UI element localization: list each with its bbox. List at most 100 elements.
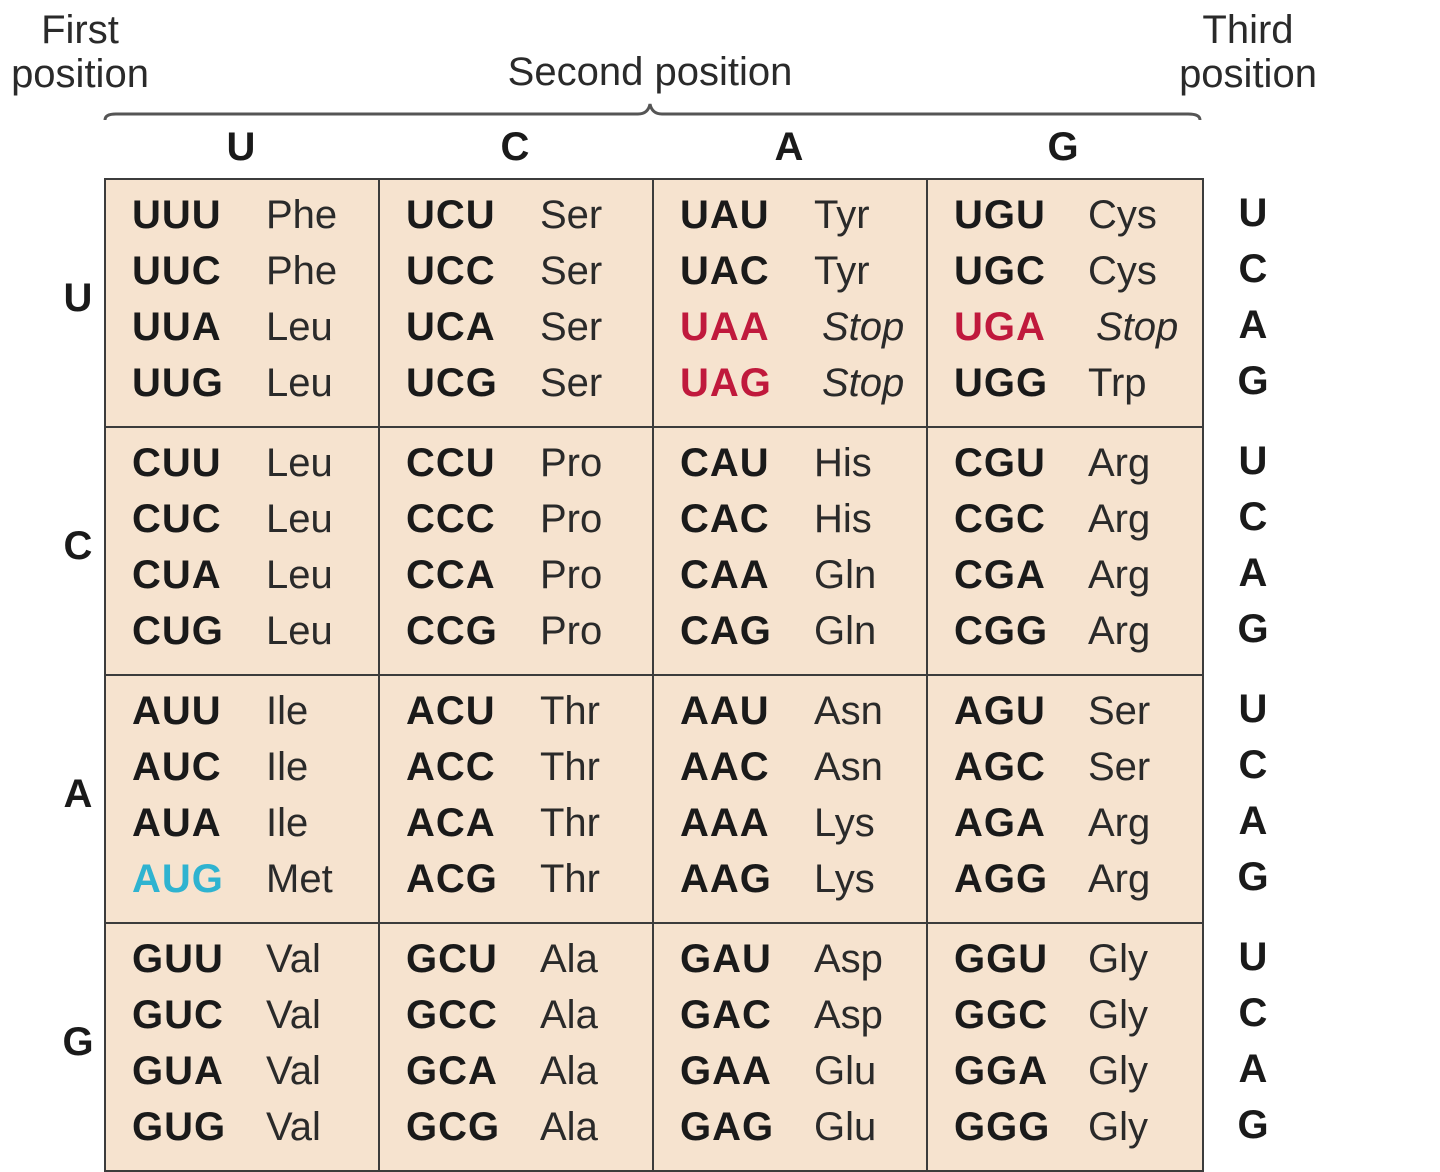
codon: GAG [680, 1105, 775, 1149]
codon-block-ug: UGU Cys UGC Cys UGA Stop UGG Trp [928, 180, 1202, 428]
amino-acid: Gln [814, 553, 877, 597]
amino-acid: Gly [1088, 1049, 1148, 1093]
codon: CUU [132, 441, 222, 485]
codon-table: UUU Phe UUC Phe UUA Leu UUG Leu UCU Ser UCC Ser UCA S… [104, 178, 1204, 1172]
amino-acid: Val [266, 937, 321, 981]
grid-horizontal-line [106, 922, 1202, 924]
codon: ACU [406, 689, 496, 733]
codon: ACG [406, 857, 498, 901]
amino-acid: Leu [266, 305, 333, 349]
amino-acid: Thr [540, 857, 600, 901]
amino-acid: Asn [814, 689, 883, 733]
amino-acid: Pro [540, 441, 603, 485]
grid-horizontal-line [106, 426, 1202, 428]
amino-acid: His [814, 497, 872, 541]
codon: GCA [406, 1049, 498, 1093]
amino-acid: Ser [1088, 745, 1151, 789]
codon: CCC [406, 497, 496, 541]
codon: UAA [680, 305, 770, 349]
amino-acid: Thr [540, 801, 600, 845]
third-base-a: A [1238, 303, 1268, 347]
amino-acid: Thr [540, 689, 600, 733]
codon: GUU [132, 937, 224, 981]
amino-acid: Gly [1088, 937, 1148, 981]
amino-acid: Gly [1088, 1105, 1148, 1149]
codon-block-aa: AAU Asn AAC Asn AAA Lys AAG Lys [654, 676, 928, 924]
codon-block-ga: GAU Asp GAC Asp GAA Glu GAG Glu [654, 924, 928, 1172]
amino-acid: Lys [814, 857, 875, 901]
third-base-c: C [1238, 743, 1268, 787]
amino-acid: Ser [540, 249, 603, 293]
codon-block-gu: GUU Val GUC Val GUA Val GUG Val [106, 924, 380, 1172]
codon: UAG [680, 361, 772, 405]
amino-acid: Leu [266, 361, 333, 405]
codon-block-ua: UAU Tyr UAC Tyr UAA Stop UAG Stop [654, 180, 928, 428]
grid-horizontal-line [106, 674, 1202, 676]
codon: CUA [132, 553, 222, 597]
first-position-line2: position [11, 52, 149, 96]
second-base-a: A [774, 125, 804, 169]
codon: GGG [954, 1105, 1051, 1149]
codon: UUU [132, 193, 222, 237]
third-base-g: G [1237, 1103, 1269, 1147]
codon: UAU [680, 193, 770, 237]
third-base-g: G [1237, 359, 1269, 403]
codon: CAU [680, 441, 770, 485]
amino-acid: Phe [266, 193, 338, 237]
third-base-c: C [1238, 991, 1268, 1035]
amino-acid: Tyr [814, 249, 870, 293]
amino-acid: Ala [540, 1105, 598, 1149]
codon-block-gc: GCU Ala GCC Ala GCA Ala GCG Ala [380, 924, 654, 1172]
amino-acid: Tyr [814, 193, 870, 237]
codon: AAG [680, 857, 772, 901]
codon: UCU [406, 193, 496, 237]
codon-block-cc: CCU Pro CCC Pro CCA Pro CCG Pro [380, 428, 654, 676]
third-position-line1: Third [1202, 8, 1294, 52]
amino-acid: Ile [266, 745, 309, 789]
first-base-a: A [63, 772, 93, 816]
codon: UCC [406, 249, 496, 293]
codon-block-gg: GGU Gly GGC Gly GGA Gly GGG Gly [928, 924, 1202, 1172]
third-base-u: U [1238, 439, 1268, 483]
codon-block-uc: UCU Ser UCC Ser UCA Ser UCG Ser [380, 180, 654, 428]
codon: AGU [954, 689, 1046, 733]
amino-acid: Pro [540, 553, 603, 597]
amino-acid: Glu [814, 1105, 877, 1149]
amino-acid: Leu [266, 609, 333, 653]
codon: UUA [132, 305, 222, 349]
codon-block-cg: CGU Arg CGC Arg CGA Arg CGG Arg [928, 428, 1202, 676]
third-base-c: C [1238, 495, 1268, 539]
third-base-c: C [1238, 247, 1268, 291]
codon: CCU [406, 441, 496, 485]
amino-acid: Ser [540, 305, 603, 349]
amino-acid: Arg [1088, 857, 1151, 901]
first-position-line1: First [41, 8, 119, 52]
first-base-u: U [63, 276, 93, 320]
codon: GCG [406, 1105, 501, 1149]
codon: AGC [954, 745, 1046, 789]
codon: CCG [406, 609, 498, 653]
codon: AUC [132, 745, 222, 789]
codon: ACA [406, 801, 496, 845]
codon: GCU [406, 937, 498, 981]
codon: CUG [132, 609, 224, 653]
codon: CGA [954, 553, 1046, 597]
amino-acid: Stop [1096, 305, 1179, 349]
amino-acid: Asp [814, 937, 883, 981]
codon: GCC [406, 993, 498, 1037]
codon-block-au: AUU Ile AUC Ile AUA Ile AUG Met [106, 676, 380, 924]
amino-acid: Ala [540, 993, 598, 1037]
third-position-header: Third position [1168, 8, 1328, 96]
codon: CAG [680, 609, 772, 653]
codon: GAA [680, 1049, 772, 1093]
second-base-g: G [1047, 125, 1079, 169]
codon: CGU [954, 441, 1046, 485]
amino-acid: Leu [266, 553, 333, 597]
amino-acid: Cys [1088, 249, 1157, 293]
codon: AUG [132, 857, 224, 901]
second-base-c: C [500, 125, 530, 169]
codon: AAC [680, 745, 770, 789]
amino-acid: Val [266, 1105, 321, 1149]
codon-block-ag: AGU Ser AGC Ser AGA Arg AGG Arg [928, 676, 1202, 924]
codon: GAU [680, 937, 772, 981]
